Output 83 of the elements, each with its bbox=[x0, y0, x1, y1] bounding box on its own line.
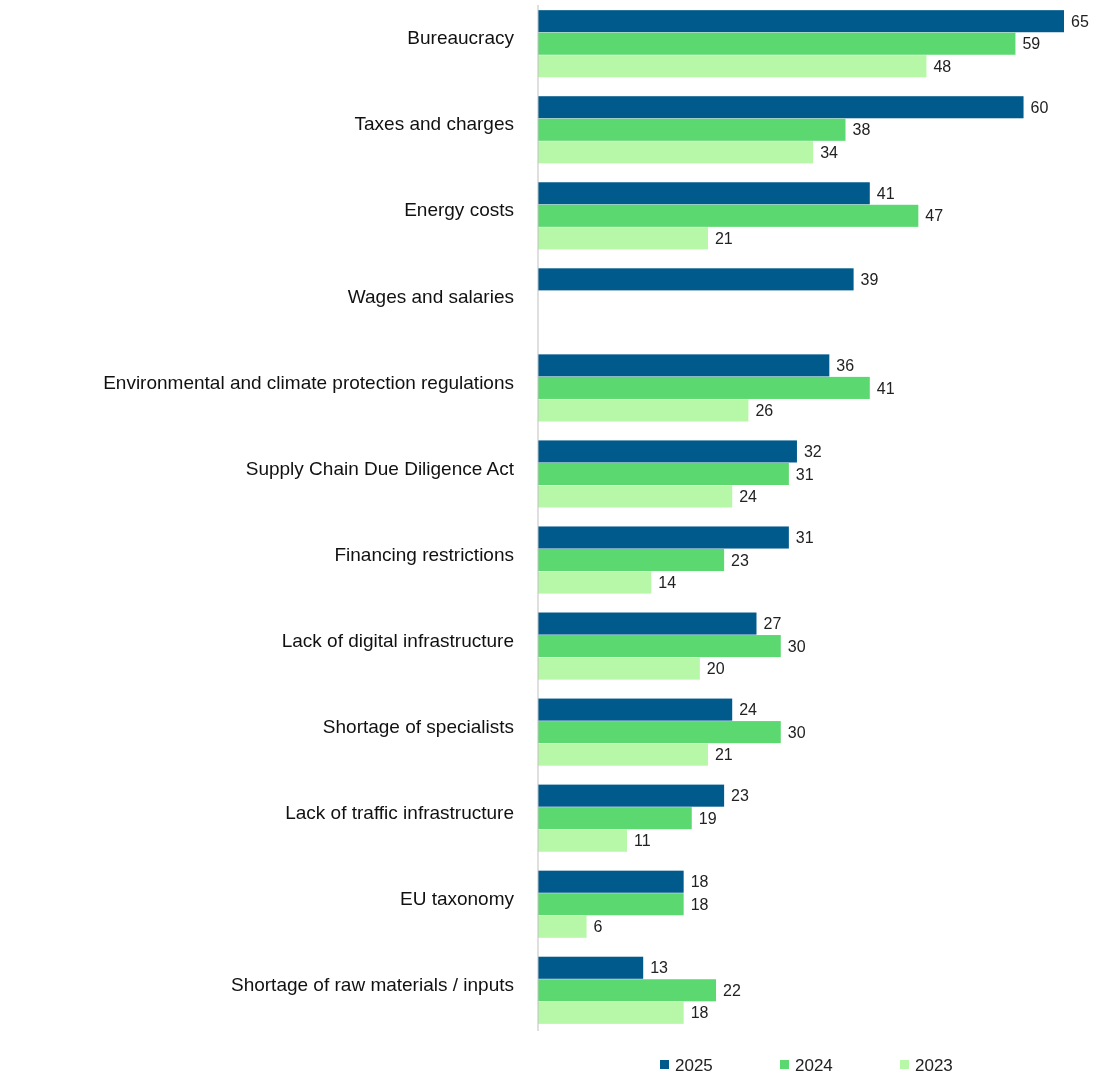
bar bbox=[538, 784, 725, 807]
data-label: 6 bbox=[593, 918, 603, 936]
data-label: 26 bbox=[755, 402, 774, 420]
data-label: 60 bbox=[1030, 98, 1049, 116]
y-tick-label: Shortage of specialists bbox=[322, 715, 514, 737]
bar bbox=[538, 32, 1016, 55]
bar bbox=[538, 698, 733, 721]
y-tick-label: EU taxonomy bbox=[399, 887, 515, 909]
bar bbox=[538, 10, 1064, 33]
legend-label: 2023 bbox=[915, 1055, 953, 1075]
bar bbox=[538, 571, 652, 594]
bar bbox=[538, 227, 708, 250]
bar bbox=[538, 118, 846, 141]
y-tick-label: Bureaucracy bbox=[407, 27, 515, 49]
data-label: 22 bbox=[723, 981, 741, 999]
bar bbox=[538, 870, 684, 893]
bar bbox=[538, 354, 830, 377]
data-label: 20 bbox=[706, 660, 725, 678]
data-label: 18 bbox=[690, 895, 709, 913]
bar bbox=[538, 141, 814, 164]
bar bbox=[538, 182, 870, 205]
data-label: 48 bbox=[933, 57, 952, 75]
data-label: 47 bbox=[925, 207, 944, 225]
data-label: 30 bbox=[787, 637, 806, 655]
y-tick-label: Wages and salaries bbox=[347, 285, 514, 307]
data-label: 24 bbox=[739, 488, 758, 506]
bar bbox=[538, 956, 644, 979]
bar bbox=[538, 204, 919, 227]
bar bbox=[538, 893, 684, 916]
bar bbox=[538, 376, 870, 399]
data-label: 38 bbox=[852, 121, 871, 139]
bar bbox=[538, 743, 708, 766]
bar bbox=[538, 1001, 684, 1024]
y-tick-label: Shortage of raw materials / inputs bbox=[230, 973, 514, 995]
y-tick-label: Taxes and charges bbox=[354, 113, 514, 135]
data-label: 31 bbox=[795, 465, 814, 483]
bar bbox=[538, 915, 587, 938]
bar bbox=[538, 268, 854, 291]
data-label: 59 bbox=[1022, 35, 1041, 53]
bar bbox=[538, 635, 781, 658]
bar bbox=[538, 979, 717, 1002]
data-label: 65 bbox=[1071, 12, 1089, 30]
data-label: 24 bbox=[739, 701, 758, 719]
y-tick-label: Supply Chain Due Diligence Act bbox=[245, 457, 515, 479]
data-label: 34 bbox=[820, 143, 839, 161]
data-label: 18 bbox=[690, 1004, 709, 1022]
y-tick-label: Lack of traffic infrastructure bbox=[285, 801, 514, 823]
data-label: 13 bbox=[650, 959, 669, 977]
bar bbox=[538, 612, 757, 635]
bar bbox=[538, 462, 789, 486]
bar bbox=[538, 399, 749, 422]
data-label: 18 bbox=[690, 873, 709, 891]
y-tick-label: Environmental and climate protection regulations bbox=[103, 371, 514, 393]
y-tick-label: Energy costs bbox=[404, 199, 514, 221]
bar bbox=[538, 807, 692, 830]
bar bbox=[538, 657, 700, 680]
data-label: 11 bbox=[634, 832, 651, 850]
data-label: 30 bbox=[787, 723, 806, 741]
data-label: 21 bbox=[714, 746, 733, 764]
data-label: 14 bbox=[658, 574, 677, 592]
bar bbox=[538, 548, 725, 572]
data-label: 27 bbox=[763, 615, 782, 633]
y-tick-label: Financing restrictions bbox=[334, 543, 514, 565]
bar bbox=[538, 829, 628, 852]
data-label: 31 bbox=[795, 529, 814, 547]
data-label: 41 bbox=[876, 379, 895, 397]
data-label: 39 bbox=[860, 270, 879, 288]
bar bbox=[538, 526, 789, 549]
data-label: 19 bbox=[698, 809, 717, 827]
bar bbox=[538, 96, 1024, 119]
bar bbox=[538, 721, 781, 744]
legend-label: 2024 bbox=[795, 1055, 833, 1075]
bar bbox=[538, 440, 797, 463]
legend-label: 2025 bbox=[675, 1055, 713, 1075]
data-label: 32 bbox=[803, 443, 822, 461]
data-label: 23 bbox=[731, 787, 750, 805]
data-label: 41 bbox=[876, 184, 895, 202]
y-tick-label: Lack of digital infrastructure bbox=[281, 629, 514, 651]
bar bbox=[538, 485, 733, 508]
data-label: 36 bbox=[836, 357, 855, 374]
bar bbox=[538, 55, 927, 78]
data-label: 23 bbox=[731, 551, 750, 569]
data-label: 21 bbox=[714, 229, 733, 247]
